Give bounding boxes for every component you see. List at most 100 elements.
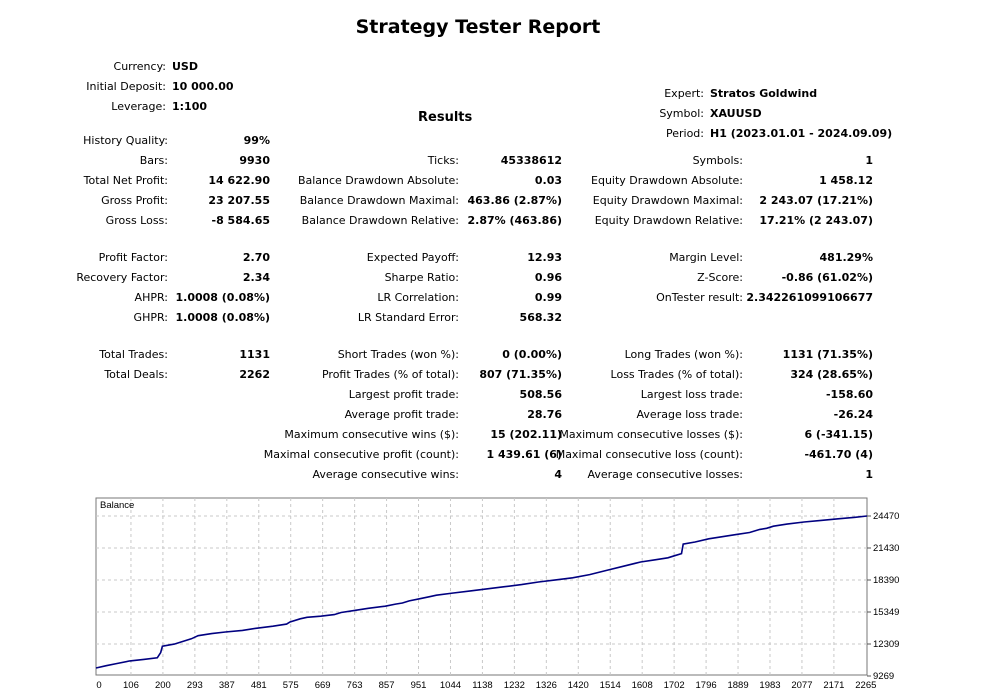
equity-drawdown-maximal-value: 2 243.07 (17.21%) xyxy=(759,194,873,207)
y-tick-label: 24470 xyxy=(873,511,899,522)
x-tick-label: 1420 xyxy=(568,680,589,690)
total-net-profit-label: Total Net Profit: xyxy=(83,174,168,187)
equity-drawdown-absolute-label: Equity Drawdown Absolute: xyxy=(591,174,743,187)
total-deals-value: 2262 xyxy=(239,368,270,381)
average-profit-trade-value: 28.76 xyxy=(527,408,562,421)
equity-drawdown-absolute-value: 1 458.12 xyxy=(819,174,873,187)
page-title: Strategy Tester Report xyxy=(355,16,601,38)
maximum-consecutive-losses-label: Maximum consecutive losses ($): xyxy=(559,428,743,441)
currency-label: Currency: xyxy=(113,60,166,73)
maximum-consecutive-wins-label: Maximum consecutive wins ($): xyxy=(284,428,459,441)
x-tick-label: 2265 xyxy=(855,680,876,690)
long-trades-won-value: 1131 (71.35%) xyxy=(782,348,873,361)
average-profit-trade-label: Average profit trade: xyxy=(344,408,459,421)
average-loss-trade-value: -26.24 xyxy=(833,408,873,421)
x-tick-label: 1138 xyxy=(472,680,492,690)
x-tick-label: 293 xyxy=(187,680,203,690)
maximal-consecutive-profit-count-value: 1 439.61 (6) xyxy=(486,448,562,461)
x-tick-label: 200 xyxy=(155,680,171,690)
margin-level-value: 481.29% xyxy=(819,251,873,264)
chart-title: Balance xyxy=(100,500,134,511)
ahpr-label: AHPR: xyxy=(134,291,168,304)
ahpr-value: 1.0008 (0.08%) xyxy=(175,291,271,304)
ontester-result-label: OnTester result: xyxy=(656,291,743,304)
x-tick-label: 106 xyxy=(123,680,139,690)
profit-factor-label: Profit Factor: xyxy=(98,251,168,264)
recovery-factor-value: 2.34 xyxy=(242,271,270,284)
average-loss-trade-label: Average loss trade: xyxy=(636,408,743,421)
average-consecutive-losses-value: 1 xyxy=(865,468,873,481)
x-tick-label: 1702 xyxy=(664,680,685,690)
sharpe-ratio-label: Sharpe Ratio: xyxy=(384,271,459,284)
equity-drawdown-relative-label: Equity Drawdown Relative: xyxy=(594,214,743,227)
x-tick-label: 1889 xyxy=(727,680,748,690)
average-consecutive-wins-value: 4 xyxy=(554,468,562,481)
ghpr-value: 1.0008 (0.08%) xyxy=(175,311,271,324)
x-tick-label: 481 xyxy=(251,680,267,690)
maximal-consecutive-loss-count-value: -461.70 (4) xyxy=(804,448,873,461)
initial-deposit-label: Initial Deposit: xyxy=(86,80,166,93)
balance-drawdown-absolute-label: Balance Drawdown Absolute: xyxy=(297,174,459,187)
lr-correlation-value: 0.99 xyxy=(534,291,562,304)
y-tick-label: 12309 xyxy=(873,639,899,650)
x-tick-label: 387 xyxy=(219,680,235,690)
x-tick-label: 1326 xyxy=(536,680,557,690)
balance-chart: 0 106 200 293 387 481 575 669 763 857 951 1044 1138 1… xyxy=(95,497,899,690)
leverage-label: Leverage: xyxy=(111,100,166,113)
results-heading: Results xyxy=(418,110,473,125)
balance-drawdown-maximal-value: 463.86 (2.87%) xyxy=(467,194,563,207)
average-consecutive-losses-label: Average consecutive losses: xyxy=(587,468,743,481)
profit-factor-value: 2.70 xyxy=(242,251,270,264)
maximum-consecutive-wins-value: 15 (202.11) xyxy=(490,428,562,441)
expert-value: Stratos Goldwind xyxy=(710,87,818,100)
x-tick-label: 1232 xyxy=(504,680,525,690)
x-tick-label: 763 xyxy=(347,680,363,690)
short-trades-won-value: 0 (0.00%) xyxy=(502,348,562,361)
expected-payoff-label: Expected Payoff: xyxy=(366,251,459,264)
loss-trades-of-total-value: 324 (28.65%) xyxy=(790,368,873,381)
period-label: Period: xyxy=(665,127,704,140)
bars-value: 9930 xyxy=(239,154,270,167)
maximum-consecutive-losses-value: 6 (-341.15) xyxy=(804,428,873,441)
gross-loss-label: Gross Loss: xyxy=(105,214,168,227)
x-tick-label: 1514 xyxy=(600,680,621,690)
total-net-profit-value: 14 622.90 xyxy=(208,174,270,187)
largest-profit-trade-label: Largest profit trade: xyxy=(348,388,459,401)
x-tick-label: 857 xyxy=(379,680,395,690)
maximal-consecutive-loss-count-label: Maximal consecutive loss (count): xyxy=(555,448,743,461)
x-tick-label: 575 xyxy=(283,680,299,690)
total-deals-label: Total Deals: xyxy=(104,368,168,381)
balance-series-line xyxy=(95,515,868,669)
symbol-label: Symbol: xyxy=(659,107,704,120)
x-tick-label: 1983 xyxy=(759,680,780,690)
symbol-value: XAUUSD xyxy=(710,107,762,120)
balance-drawdown-relative-value: 2.87% (463.86) xyxy=(467,214,563,227)
lr-standard-error-value: 568.32 xyxy=(519,311,562,324)
gross-profit-label: Gross Profit: xyxy=(101,194,168,207)
largest-loss-trade-value: -158.60 xyxy=(825,388,873,401)
x-tick-label: 951 xyxy=(411,680,427,690)
x-tick-label: 669 xyxy=(315,680,331,690)
ontester-result-value: 2.342261099106677 xyxy=(746,291,873,304)
lr-standard-error-label: LR Standard Error: xyxy=(357,311,459,324)
symbols-value: 1 xyxy=(865,154,873,167)
y-tick-label: 15349 xyxy=(873,607,899,618)
long-trades-won-label: Long Trades (won %): xyxy=(624,348,743,361)
average-consecutive-wins-label: Average consecutive wins: xyxy=(312,468,459,481)
total-trades-label: Total Trades: xyxy=(99,348,168,361)
gross-loss-value: -8 584.65 xyxy=(211,214,271,227)
equity-drawdown-maximal-label: Equity Drawdown Maximal: xyxy=(592,194,743,207)
short-trades-won-label: Short Trades (won %): xyxy=(337,348,459,361)
history-quality-value: 99% xyxy=(243,134,270,147)
period-value: H1 (2023.01.01 - 2024.09.09) xyxy=(710,127,893,140)
balance-drawdown-maximal-label: Balance Drawdown Maximal: xyxy=(299,194,459,207)
x-tick-label: 1796 xyxy=(696,680,717,690)
ticks-value: 45338612 xyxy=(500,154,562,167)
largest-profit-trade-value: 508.56 xyxy=(519,388,562,401)
plot-frame xyxy=(95,497,868,676)
profit-trades-of-total-value: 807 (71.35%) xyxy=(479,368,562,381)
x-tick-label: 2171 xyxy=(823,680,844,690)
lr-correlation-label: LR Correlation: xyxy=(377,291,459,304)
total-trades-value: 1131 xyxy=(239,348,270,361)
leverage-value: 1:100 xyxy=(172,100,208,113)
